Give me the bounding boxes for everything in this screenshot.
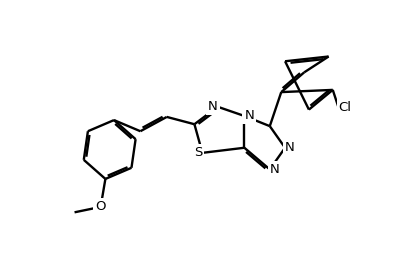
- Text: N: N: [208, 100, 218, 113]
- Text: O: O: [96, 200, 106, 213]
- Text: N: N: [244, 109, 254, 123]
- Text: S: S: [194, 146, 203, 159]
- Text: N: N: [270, 163, 279, 176]
- Text: N: N: [285, 141, 295, 154]
- Text: Cl: Cl: [338, 101, 351, 114]
